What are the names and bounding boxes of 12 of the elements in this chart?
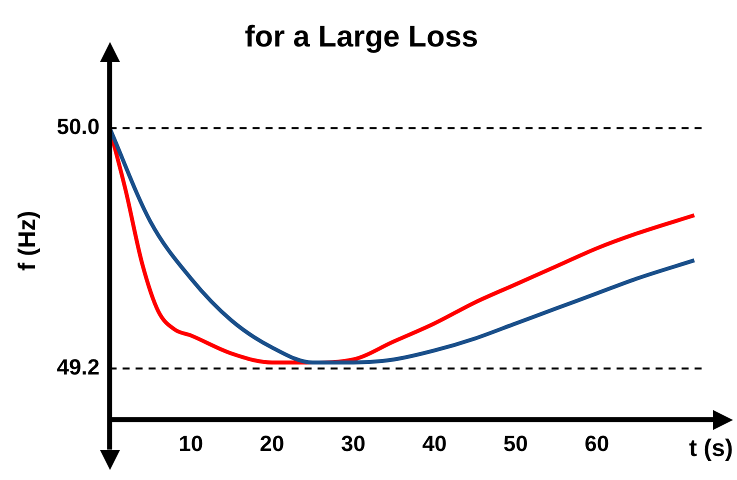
y-tick-label: 50.0 [56,114,100,140]
x-axis-title: t (s) [689,435,733,462]
line-series [110,126,696,365]
x-tick-label: 20 [260,430,284,456]
x-tick-label: 60 [584,430,610,456]
y-axis-title: f (Hz) [14,210,42,271]
y-tick-label: 49.2 [56,354,100,380]
x-tick-label: 10 [178,430,204,456]
x-tick-label: 50 [503,430,528,456]
chart-title: for a Large Loss [244,20,478,54]
x-tick-label: 40 [422,430,447,456]
x-tick-label: 30 [341,430,366,456]
